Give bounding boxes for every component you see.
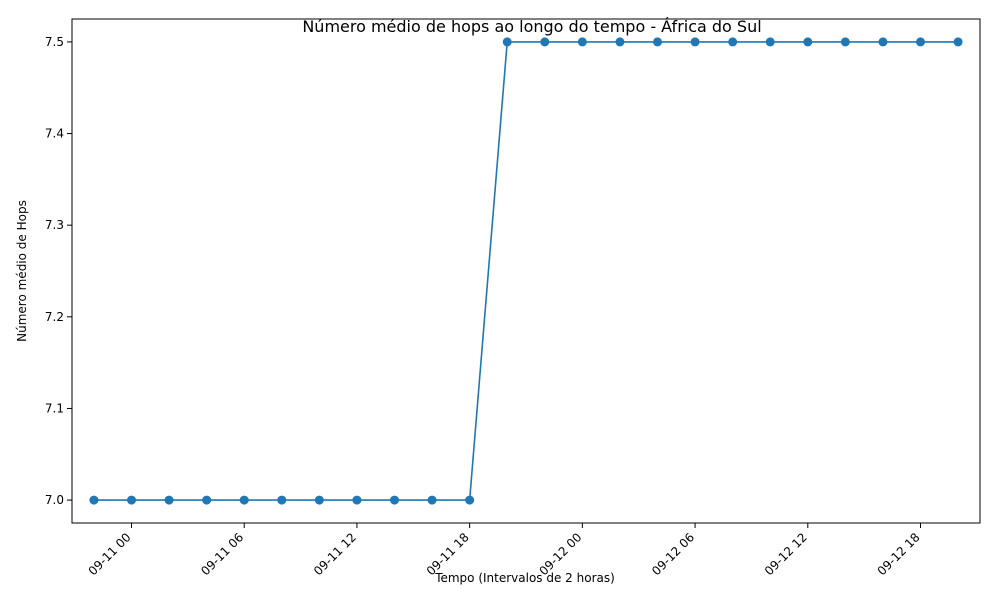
y-tick-label: 7.1 <box>45 401 64 415</box>
data-point <box>540 37 550 47</box>
data-point <box>953 37 963 47</box>
data-point <box>239 495 249 505</box>
x-tick-label: 09-11 06 <box>198 530 246 578</box>
y-tick-label: 7.2 <box>45 310 64 324</box>
y-tick-label: 7.3 <box>45 218 64 232</box>
x-tick-label: 09-11 12 <box>311 530 359 578</box>
plot-frame <box>71 18 981 524</box>
chart-title: Número médio de hops ao longo do tempo -… <box>302 17 761 36</box>
x-axis-label: Tempo (Intervalos de 2 horas) <box>434 571 615 585</box>
x-tick-label: 09-12 06 <box>649 530 697 578</box>
y-tick-label: 7.5 <box>45 35 64 49</box>
data-point <box>277 495 287 505</box>
x-tick-label: 09-12 12 <box>762 530 810 578</box>
data-point <box>202 495 212 505</box>
data-point <box>465 495 475 505</box>
data-point <box>615 37 625 47</box>
data-point <box>690 37 700 47</box>
data-point <box>352 495 362 505</box>
data-point <box>89 495 99 505</box>
data-point <box>389 495 399 505</box>
y-axis-label: Número médio de Hops <box>15 200 29 342</box>
data-point <box>878 37 888 47</box>
series-line <box>93 41 959 501</box>
x-tick-label: 09-11 00 <box>86 530 134 578</box>
data-point <box>314 495 324 505</box>
data-point <box>803 37 813 47</box>
data-point <box>653 37 663 47</box>
y-tick-label: 7.0 <box>45 493 64 507</box>
x-tick-label: 09-12 18 <box>875 530 923 578</box>
plot-area: 7.0 7.1 7.2 7.3 7.4 7.5 09-11 00 09-11 06 09-11 … <box>45 18 981 578</box>
data-point <box>502 37 512 47</box>
data-point <box>916 37 926 47</box>
data-point <box>126 495 136 505</box>
y-tick-label: 7.4 <box>45 127 64 141</box>
data-point <box>765 37 775 47</box>
data-point <box>728 37 738 47</box>
data-point <box>840 37 850 47</box>
data-point <box>164 495 174 505</box>
data-point <box>427 495 437 505</box>
data-point <box>577 37 587 47</box>
